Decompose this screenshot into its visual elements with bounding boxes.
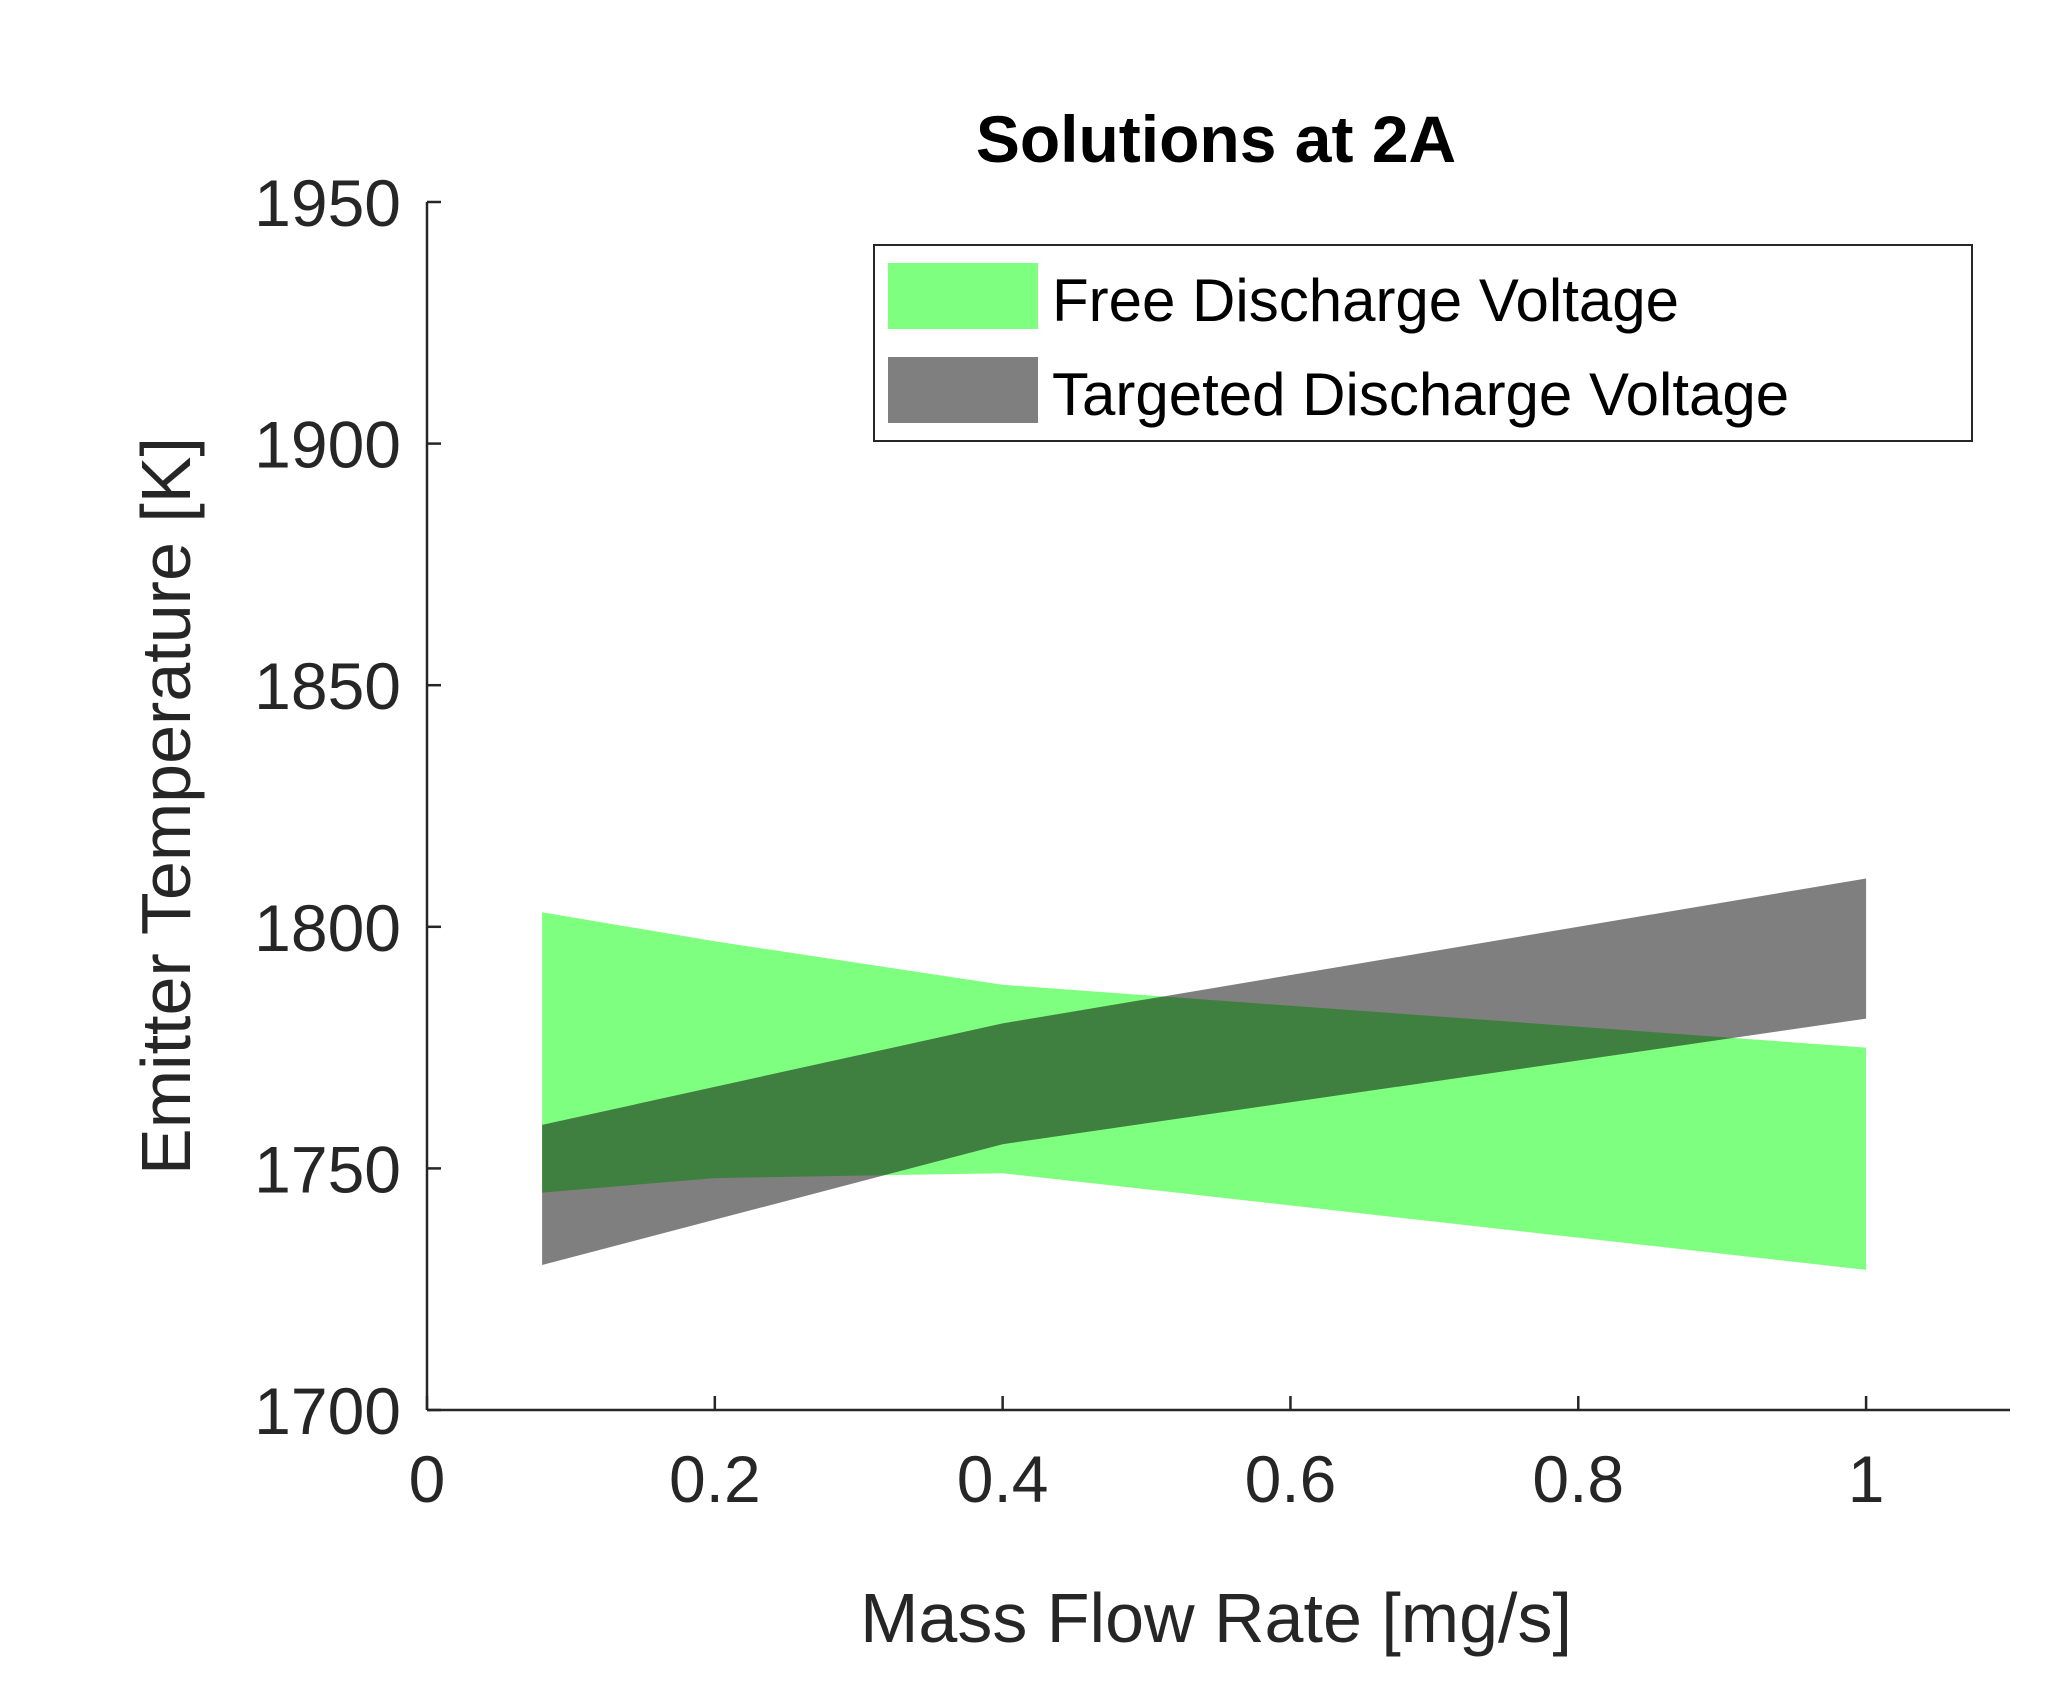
y-tick-label: 1800 <box>254 891 401 965</box>
x-ticks: 0 0.2 0.4 0.6 0.8 1 <box>409 1396 1885 1516</box>
axes <box>425 202 2010 1412</box>
y-axis-label: Emitter Temperature [K] <box>127 437 205 1175</box>
x-tick-label: 0 <box>409 1442 446 1516</box>
x-axis-label: Mass Flow Rate [mg/s] <box>860 1579 1572 1657</box>
legend-label-free: Free Discharge Voltage <box>1052 267 1679 334</box>
x-tick-label: 0.8 <box>1532 1442 1624 1516</box>
y-tick-label: 1700 <box>254 1374 401 1448</box>
y-ticks: 1700 1750 1800 1850 1900 1950 <box>254 166 441 1448</box>
legend-swatch-free <box>888 263 1038 329</box>
legend-swatch-targeted <box>888 357 1038 423</box>
y-tick-label: 1900 <box>254 408 401 482</box>
band-targeted-discharge-voltage <box>542 878 1867 1265</box>
legend-box <box>873 244 1973 442</box>
y-tick-label: 1750 <box>254 1132 401 1206</box>
legend: Free Discharge Voltage Targeted Discharg… <box>873 244 1973 442</box>
x-tick-label: 0.6 <box>1245 1442 1337 1516</box>
bands-layer <box>542 878 1867 1270</box>
y-tick-label: 1950 <box>254 166 401 240</box>
x-tick-label: 0.2 <box>669 1442 761 1516</box>
y-tick-label: 1850 <box>254 649 401 723</box>
x-tick-label: 0.4 <box>957 1442 1049 1516</box>
chart-title: Solutions at 2A <box>976 102 1456 176</box>
legend-label-targeted: Targeted Discharge Voltage <box>1052 361 1789 428</box>
x-tick-label: 1 <box>1848 1442 1885 1516</box>
